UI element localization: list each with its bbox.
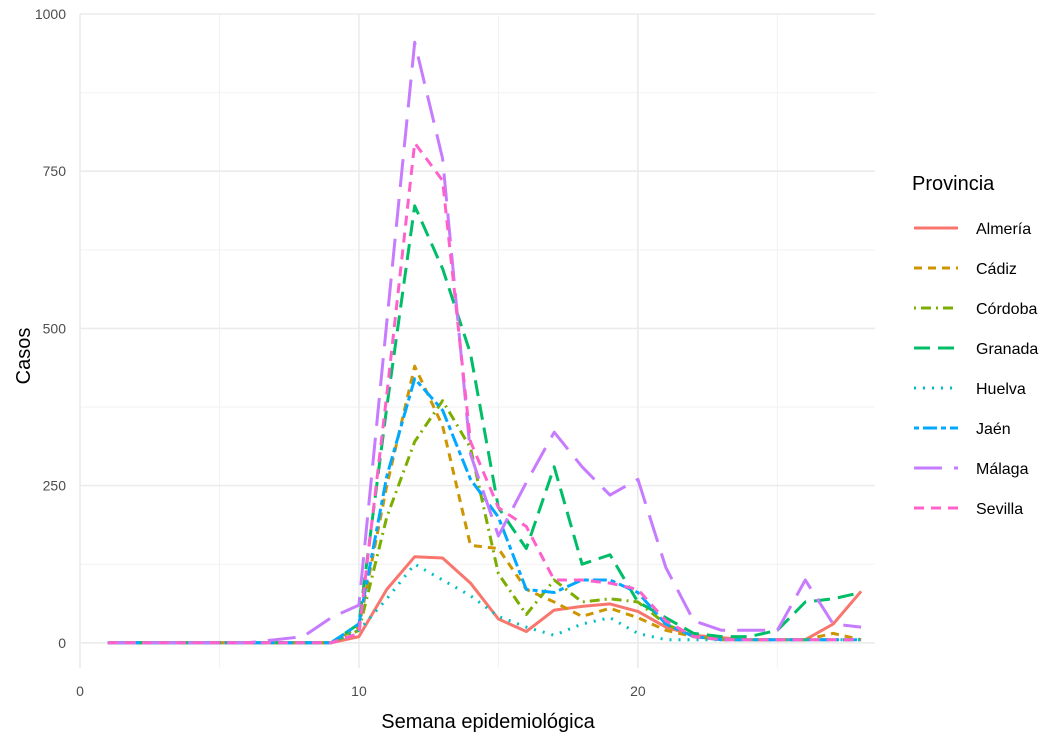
x-tick-label: 10 bbox=[351, 683, 367, 699]
x-tick-label: 0 bbox=[76, 683, 84, 699]
legend-label: Cádiz bbox=[976, 261, 1017, 278]
legend-label: Córdoba bbox=[976, 301, 1037, 318]
series-line-granada bbox=[107, 204, 862, 645]
series-lines bbox=[107, 40, 863, 645]
y-tick-label: 250 bbox=[43, 478, 67, 494]
legend-label: Málaga bbox=[976, 461, 1029, 478]
legend-label: Granada bbox=[976, 341, 1038, 358]
series-line-sevilla bbox=[107, 141, 862, 645]
x-axis-title: Semana epidemiológica bbox=[381, 711, 595, 733]
legend-label: Huelva bbox=[976, 381, 1026, 398]
x-tick-label: 20 bbox=[630, 683, 646, 699]
legend-title: Provincia bbox=[912, 173, 995, 195]
legend-label: Almería bbox=[976, 221, 1031, 238]
grid-major bbox=[79, 13, 875, 668]
y-axis-title: Casos bbox=[13, 328, 35, 385]
y-tick-label: 750 bbox=[43, 163, 67, 179]
legend: Provincia Almería Cádiz Córdoba Granada Huel… bbox=[912, 173, 1038, 518]
grid-minor bbox=[80, 14, 875, 668]
y-tick-label: 500 bbox=[43, 320, 67, 336]
x-tick-labels: 0 10 20 bbox=[76, 683, 646, 699]
legend-items: Almería Cádiz Córdoba Granada Huelva Jaén Mála… bbox=[914, 221, 1038, 518]
legend-label: Sevilla bbox=[976, 501, 1023, 518]
y-tick-labels: 0 250 500 750 1000 bbox=[35, 6, 66, 651]
legend-label: Jaén bbox=[976, 421, 1011, 438]
y-tick-label: 0 bbox=[58, 635, 66, 651]
series-line-málaga bbox=[107, 40, 862, 645]
y-tick-label: 1000 bbox=[35, 6, 66, 22]
